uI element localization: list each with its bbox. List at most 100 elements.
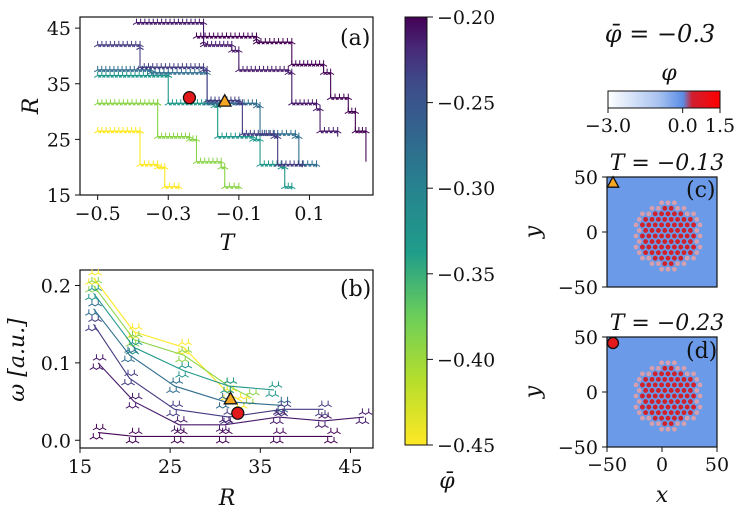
crystal-dot: [694, 399, 700, 404]
crystal-dot: [636, 410, 642, 416]
panel-b-ytick-label: 0.1: [41, 353, 71, 375]
crystal-dot: [688, 399, 693, 404]
crystal-dot: [656, 216, 661, 222]
crystal-dot: [688, 410, 693, 416]
panel-a-data-point: [355, 127, 363, 134]
crystal-dot: [656, 399, 661, 404]
panel-b-data-point: [283, 400, 292, 408]
panel-a-data-point: [348, 107, 356, 114]
panel-a-data-point: [153, 99, 162, 106]
crystal-dot: [643, 376, 648, 382]
panel-a-data-point: [362, 127, 370, 134]
panel-b-data-point: [89, 433, 98, 440]
panel-b-data-point: [166, 386, 174, 394]
crystal-dot: [633, 233, 639, 239]
panel-b-data-point: [88, 300, 96, 307]
panel-a-data-point: [312, 99, 321, 106]
crystal-dot: [662, 376, 668, 382]
panel-b-data-point: [265, 390, 273, 398]
panel-a-data-point: [319, 68, 328, 76]
panel-b-data-point: [358, 408, 367, 415]
panel-b-data-point: [169, 400, 177, 408]
crystal-dot: [662, 205, 668, 211]
crystal-dot: [684, 233, 690, 239]
panel-a-data-point: [217, 163, 225, 170]
crystal-dot: [672, 393, 677, 399]
crystal-dot: [675, 216, 680, 222]
crystal-dot: [649, 228, 655, 233]
snapshot-c-title: T = −0.13: [610, 151, 725, 176]
crystal-dot: [652, 222, 658, 228]
panel-a-data-point: [256, 102, 264, 109]
crystal-dot: [659, 244, 664, 250]
crystal-dot: [633, 382, 639, 388]
crystal-dot: [681, 365, 687, 371]
panel-b-data-point: [215, 437, 224, 444]
panel-a-data-point: [316, 104, 324, 112]
panel-b-data-point: [127, 355, 135, 363]
panel-a-data-point: [323, 68, 331, 76]
crystal-dot: [678, 233, 684, 239]
snapshot-d-xtick-label: −50: [587, 454, 627, 476]
crystal-dot: [649, 421, 655, 427]
panel-b-data-point: [225, 416, 233, 423]
panel-a-data-point: [220, 163, 229, 170]
colorbar-tick-label: −0.35: [437, 264, 495, 286]
crystal-dot: [694, 410, 700, 416]
snapshot-d-ylabel: y: [521, 385, 546, 399]
panel-b-data-point: [125, 437, 134, 444]
crystal-dot: [633, 244, 639, 250]
crystal-dot: [675, 376, 680, 382]
crystal-dot: [640, 371, 645, 377]
crystal-dot: [678, 415, 684, 421]
crystal-dot: [672, 266, 677, 272]
panel-b-data-point: [170, 437, 179, 444]
crystal-dot: [649, 250, 655, 256]
panel-b-series-line: [97, 362, 365, 426]
crystal-dot: [675, 250, 680, 256]
crystal-dot: [672, 426, 677, 432]
panel-b-data-point: [276, 437, 284, 444]
panel-b-data-point: [135, 392, 143, 400]
crystal-dot: [643, 239, 648, 244]
crystal-dot: [662, 239, 668, 244]
panel-b-data-point: [89, 363, 98, 370]
crystal-dot: [694, 239, 700, 244]
panel-a-data-point: [160, 163, 169, 170]
panel-b-data-point: [99, 423, 107, 431]
panel-b-data-point: [318, 400, 326, 408]
panel-b-data-point: [172, 409, 180, 417]
panel-b-data-point: [95, 363, 104, 370]
panel-b-data-point: [131, 402, 140, 409]
panel-b-data-point: [222, 425, 230, 432]
colorbar-label: φ̄: [439, 469, 455, 494]
crystal-dot: [640, 404, 645, 410]
panel-b-data-point: [92, 354, 101, 361]
crystal-dot: [668, 239, 674, 244]
crystal-dot: [649, 388, 655, 393]
panel-a-data-point: [344, 107, 353, 114]
panel-b-data-point: [273, 408, 281, 415]
crystal-dot: [633, 222, 639, 228]
crystal-dot: [665, 233, 671, 239]
panel-b-data-point: [245, 389, 254, 396]
panel-b-data-point: [361, 417, 370, 425]
crystal-dot: [649, 239, 655, 244]
crystal-dot: [662, 410, 668, 416]
crystal-dot: [678, 371, 684, 377]
crystal-dot: [646, 233, 652, 239]
panel-b-data-point: [324, 400, 332, 408]
crystal-dot: [652, 393, 658, 399]
panel-b-data-point: [172, 386, 180, 394]
crystal-dot: [668, 216, 674, 222]
panel-a-data-point: [238, 99, 247, 106]
panel-a-data-point: [252, 135, 261, 142]
panel-b-data-point: [318, 412, 326, 419]
crystal-dot: [668, 365, 674, 371]
panel-a-data-point: [288, 68, 296, 76]
crystal-dot: [668, 388, 674, 393]
panel-b-data-point: [131, 437, 140, 444]
snapshot-c-ytick-label: −50: [558, 277, 598, 299]
panel-b-data-point: [180, 416, 188, 423]
crystal-dot: [633, 404, 639, 410]
